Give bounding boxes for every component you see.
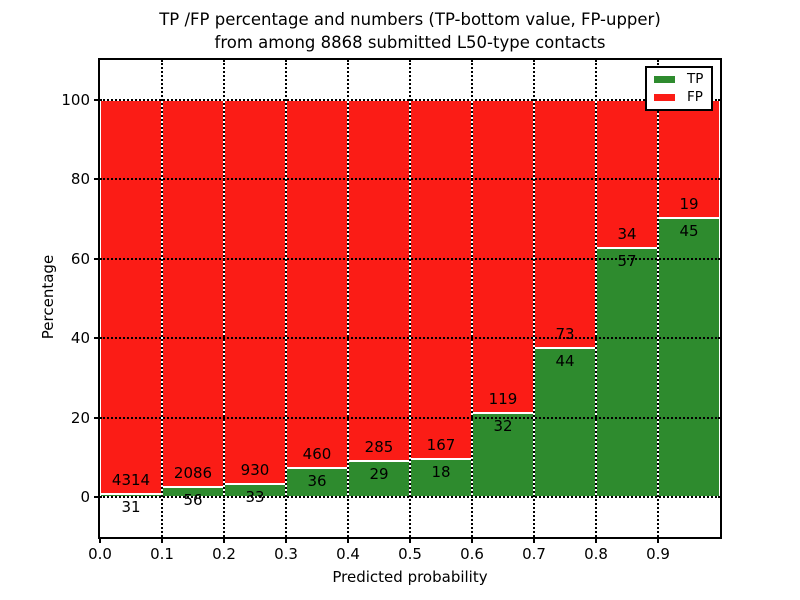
x-tick-label: 0.4 bbox=[336, 545, 360, 563]
tp-count-label: 44 bbox=[555, 351, 575, 370]
x-tick-mark bbox=[285, 537, 287, 543]
x-gridline bbox=[409, 60, 411, 537]
tp-count-label: 36 bbox=[307, 472, 327, 491]
fp-count-label: 73 bbox=[555, 324, 575, 343]
x-gridline bbox=[533, 60, 535, 537]
x-tick-label: 0.9 bbox=[646, 545, 670, 563]
y-tick-label: 0 bbox=[80, 488, 90, 507]
y-tick-mark bbox=[94, 178, 100, 181]
y-tick-mark bbox=[94, 98, 100, 101]
x-gridline bbox=[161, 60, 163, 537]
x-tick-mark bbox=[409, 537, 411, 543]
x-gridline bbox=[347, 60, 349, 537]
y-tick-label: 60 bbox=[70, 249, 90, 268]
fp-bar-segment bbox=[410, 99, 472, 459]
tp-count-label: 31 bbox=[121, 498, 141, 517]
x-gridline bbox=[223, 60, 225, 537]
x-tick-label: 0.1 bbox=[150, 545, 174, 563]
fp-count-label: 19 bbox=[679, 194, 699, 213]
x-tick-mark bbox=[223, 537, 225, 543]
y-tick-label: 100 bbox=[61, 90, 90, 109]
fp-count-label: 4314 bbox=[111, 471, 151, 490]
fp-bar-segment bbox=[472, 99, 534, 413]
x-gridline bbox=[471, 60, 473, 537]
fp-legend-label: FP bbox=[687, 89, 703, 106]
y-tick-mark bbox=[94, 257, 100, 260]
fp-count-label: 34 bbox=[617, 225, 637, 244]
x-tick-mark bbox=[595, 537, 597, 543]
y-tick-label: 20 bbox=[70, 408, 90, 427]
x-tick-label: 0.8 bbox=[584, 545, 608, 563]
fp-legend-swatch bbox=[654, 94, 675, 102]
fp-bar-segment bbox=[286, 99, 348, 469]
y-tick-mark bbox=[94, 337, 100, 340]
fp-count-label: 167 bbox=[426, 435, 456, 454]
x-tick-label: 0.3 bbox=[274, 545, 298, 563]
tp-count-label: 29 bbox=[369, 464, 389, 483]
x-tick-mark bbox=[471, 537, 473, 543]
tp-count-label: 45 bbox=[679, 221, 699, 240]
y-tick-mark bbox=[94, 496, 100, 499]
tp-count-label: 57 bbox=[617, 252, 637, 271]
tp-bar-segment bbox=[348, 460, 410, 498]
tp-count-label: 18 bbox=[431, 462, 451, 481]
x-tick-mark bbox=[99, 537, 101, 543]
x-tick-label: 0.2 bbox=[212, 545, 236, 563]
fp-count-label: 285 bbox=[364, 437, 394, 456]
y-tick-label: 40 bbox=[70, 329, 90, 348]
fp-bar-segment bbox=[596, 99, 658, 249]
fp-bar-segment bbox=[348, 99, 410, 461]
chart-title-line2: from among 8868 submitted L50-type conta… bbox=[214, 33, 606, 52]
legend-item-tp: TP bbox=[647, 70, 711, 87]
x-tick-mark bbox=[347, 537, 349, 543]
y-tick-label: 80 bbox=[70, 170, 90, 189]
x-gridline bbox=[595, 60, 597, 537]
legend-item-fp: FP bbox=[647, 90, 711, 105]
x-tick-label: 0.5 bbox=[398, 545, 422, 563]
x-tick-label: 0.7 bbox=[522, 545, 546, 563]
tp-count-label: 33 bbox=[245, 487, 265, 506]
x-gridline bbox=[657, 60, 659, 537]
y-tick-mark bbox=[94, 416, 100, 419]
tp-count-label: 32 bbox=[493, 417, 513, 435]
tp-bar-segment bbox=[534, 347, 596, 498]
fp-count-label: 930 bbox=[240, 460, 270, 479]
fp-bar-segment bbox=[162, 99, 224, 487]
legend: TP FP bbox=[645, 66, 713, 111]
chart-title-line1: TP /FP percentage and numbers (TP-bottom… bbox=[159, 10, 661, 29]
tp-legend-label: TP bbox=[687, 70, 704, 87]
fp-bar-segment bbox=[224, 99, 286, 484]
fp-bar-segment bbox=[534, 99, 596, 348]
chart-title: TP /FP percentage and numbers (TP-bottom… bbox=[20, 8, 800, 54]
x-tick-label: 0.6 bbox=[460, 545, 484, 563]
fp-bar-segment bbox=[100, 99, 162, 495]
tp-bar-segment bbox=[286, 468, 348, 498]
x-tick-mark bbox=[657, 537, 659, 543]
x-tick-mark bbox=[533, 537, 535, 543]
fp-count-label: 2086 bbox=[173, 463, 213, 482]
x-tick-mark bbox=[161, 537, 163, 543]
tp-bar-segment bbox=[472, 413, 534, 498]
tp-bar-segment bbox=[596, 248, 658, 498]
fp-count-label: 460 bbox=[302, 445, 332, 464]
y-axis-label: Percentage bbox=[39, 254, 57, 340]
x-tick-label: 0.0 bbox=[88, 545, 112, 563]
tp-legend-swatch bbox=[654, 75, 675, 83]
tp-count-label: 56 bbox=[183, 490, 203, 509]
fp-count-label: 119 bbox=[488, 390, 518, 408]
x-axis-label: Predicted probability bbox=[332, 568, 488, 586]
x-gridline bbox=[285, 60, 287, 537]
